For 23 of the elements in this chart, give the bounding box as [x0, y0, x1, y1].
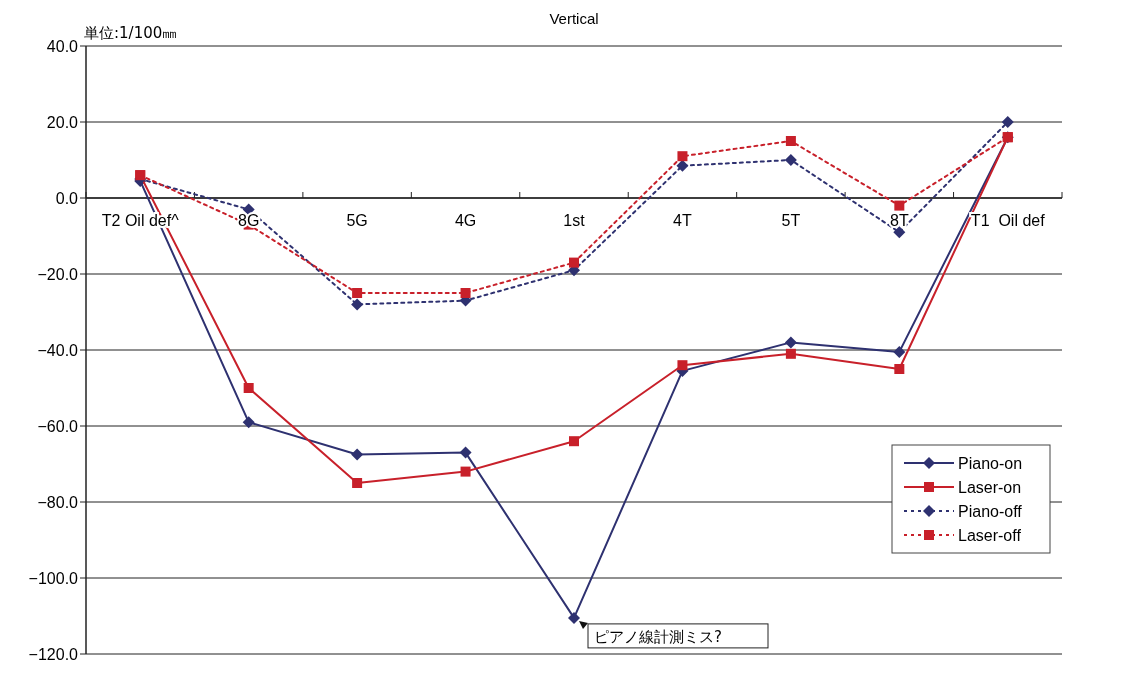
- x-tick-label: 4T: [673, 212, 693, 229]
- x-tick-label: 8T: [890, 212, 909, 229]
- annotation: ピアノ線計測ミス?: [594, 627, 722, 646]
- legend-label: Laser-off: [958, 526, 1022, 544]
- y-tick-label: −120.0: [28, 645, 79, 663]
- y-tick-label: −20.0: [37, 265, 79, 283]
- y-tick-label: 0.0: [55, 189, 79, 207]
- y-tick-label: −80.0: [37, 493, 79, 511]
- legend-label: Piano-off: [958, 502, 1023, 520]
- y-tick-label: −40.0: [37, 341, 79, 359]
- y-tick-label: 20.0: [46, 113, 79, 131]
- y-tick-label: 40.0: [46, 37, 79, 55]
- y-tick-label: −60.0: [37, 417, 79, 435]
- x-tick-label: 5T: [781, 212, 801, 229]
- y-axis-title: 単位:1/100㎜: [84, 24, 178, 42]
- legend-label: Laser-on: [958, 478, 1022, 496]
- x-tick-label: 4G: [454, 212, 477, 229]
- chart-title: Vertical: [549, 10, 599, 27]
- y-tick-label: −100.0: [28, 569, 79, 587]
- x-tick-label: 1st: [563, 212, 586, 229]
- x-tick-label: T1 Oil def: [970, 212, 1046, 229]
- x-tick-label: 5G: [346, 212, 368, 229]
- legend-label: Piano-on: [958, 454, 1023, 472]
